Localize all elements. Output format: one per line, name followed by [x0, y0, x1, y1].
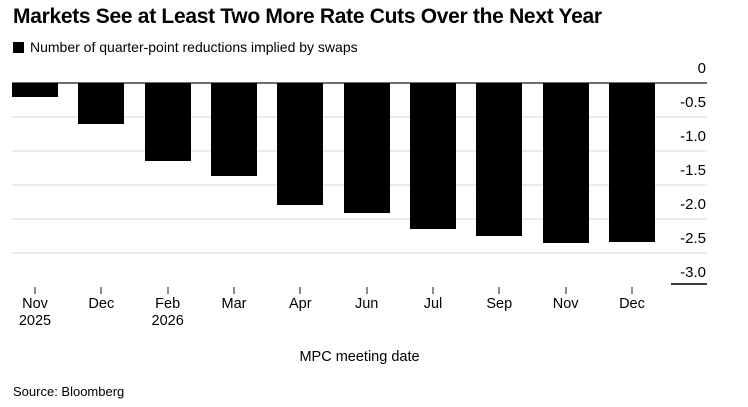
x-axis-title: MPC meeting date	[299, 349, 420, 365]
bar	[277, 82, 324, 205]
source-note: Source: Bloomberg	[13, 384, 125, 399]
x-axis-label: Mar	[221, 296, 247, 312]
y-tick-label: -1.0	[680, 127, 706, 145]
bar	[12, 82, 58, 97]
y-tick-label: -0.5	[680, 93, 706, 111]
x-axis-tick	[232, 286, 235, 294]
x-axis-label: Jun	[354, 296, 379, 312]
x-axis-tick	[365, 286, 368, 294]
chart-title: Markets See at Least Two More Rate Cuts …	[13, 5, 602, 28]
x-axis-label: Nov 2025	[18, 296, 52, 329]
y-tick-label: -1.5	[680, 161, 706, 179]
x-axis-label: Dec	[88, 296, 115, 312]
x-axis-tick	[564, 286, 567, 294]
x-axis-tick	[100, 286, 103, 294]
gridline	[12, 251, 707, 254]
y-axis-cap-line	[671, 283, 707, 285]
x-axis-label: Sep	[486, 296, 513, 312]
y-tick-label: -2.0	[680, 195, 706, 213]
legend-label: Number of quarter-point reductions impli…	[30, 39, 358, 55]
gridline	[12, 217, 707, 220]
bar	[144, 82, 191, 161]
bar	[608, 82, 655, 243]
x-axis-tick	[431, 286, 434, 294]
x-axis-label: Feb 2026	[151, 296, 184, 329]
x-axis-label: Jul	[423, 296, 443, 312]
x-axis-label: Nov	[552, 296, 579, 312]
y-tick-label: -2.5	[680, 229, 706, 247]
x-axis-tick	[299, 286, 302, 294]
bar	[476, 82, 523, 236]
y-tick-label: 0	[697, 59, 706, 77]
x-axis-tick	[498, 286, 501, 294]
y-tick-label: -3.0	[680, 263, 706, 281]
bar	[343, 82, 390, 214]
x-axis-tick	[34, 286, 36, 294]
bar	[542, 82, 589, 243]
x-axis-tick	[166, 286, 169, 294]
x-axis-label: Dec	[619, 296, 645, 312]
bar	[409, 82, 456, 230]
legend: Number of quarter-point reductions impli…	[13, 39, 358, 55]
legend-swatch-icon	[13, 41, 24, 53]
x-axis-label: Apr	[289, 296, 312, 312]
x-axis-tick	[630, 286, 633, 294]
bar	[78, 82, 125, 124]
bar	[210, 82, 257, 177]
